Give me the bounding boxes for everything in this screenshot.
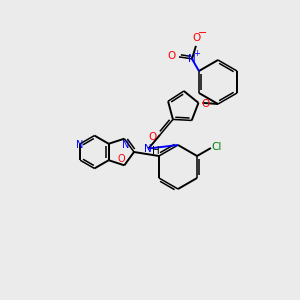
Text: Cl: Cl: [212, 142, 222, 152]
Text: N: N: [188, 54, 196, 64]
Text: O: O: [201, 99, 210, 109]
Text: O: O: [118, 154, 125, 164]
Text: O: O: [168, 51, 176, 61]
Text: H: H: [152, 146, 159, 155]
Text: +: +: [194, 50, 200, 58]
Text: N: N: [122, 140, 129, 150]
Text: O: O: [148, 132, 156, 142]
Text: O: O: [193, 33, 201, 43]
Text: N: N: [144, 143, 152, 154]
Text: −: −: [198, 28, 208, 38]
Text: N: N: [76, 140, 84, 150]
